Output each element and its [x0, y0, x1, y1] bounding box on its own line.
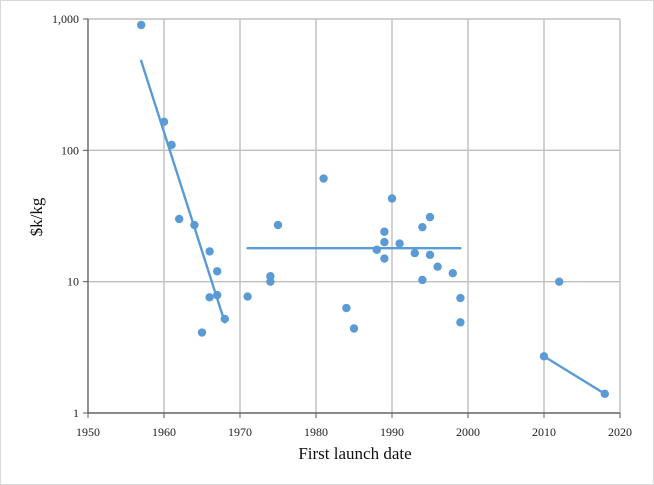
trend-layer	[139, 59, 606, 396]
data-point	[243, 292, 252, 301]
data-point	[273, 220, 283, 230]
data-point	[190, 220, 199, 230]
data-point	[167, 140, 176, 150]
data-point	[213, 290, 222, 300]
x-tick-label: 2000	[456, 425, 480, 439]
data-point	[387, 194, 397, 203]
data-point	[266, 277, 275, 286]
data-point	[213, 267, 222, 276]
grid-layer	[87, 18, 621, 414]
x-tick-label: 1950	[76, 425, 100, 439]
y-axis-title: $k/kg	[27, 197, 46, 236]
data-point	[349, 324, 359, 333]
data-point	[433, 262, 442, 271]
data-point	[380, 254, 389, 263]
data-point	[448, 269, 457, 278]
data-point	[395, 239, 404, 248]
x-tick-label: 1980	[304, 425, 328, 439]
data-point	[175, 214, 184, 224]
x-tick-label: 1970	[228, 425, 252, 439]
data-point	[380, 227, 389, 236]
data-point	[159, 117, 169, 126]
data-point	[418, 222, 427, 232]
data-point	[456, 318, 465, 327]
x-tick-label: 1990	[380, 425, 404, 439]
y-tick-label: 100	[61, 143, 79, 157]
x-tick-label: 2020	[608, 425, 632, 439]
y-tick-label: 1	[73, 406, 79, 420]
data-point	[380, 237, 389, 247]
data-point	[410, 248, 419, 258]
data-point	[205, 247, 214, 256]
trend-line	[139, 59, 227, 324]
y-tick-label: 1,000	[52, 12, 79, 26]
data-point	[319, 174, 328, 183]
x-tick-label: 2010	[532, 425, 556, 439]
data-point	[342, 303, 351, 313]
data-point	[456, 293, 465, 303]
point-layer	[137, 20, 609, 399]
data-point	[425, 212, 435, 222]
x-axis-title: First launch date	[298, 444, 411, 463]
data-point	[205, 293, 214, 302]
trend-line	[542, 355, 606, 396]
data-point	[197, 328, 207, 337]
data-point	[220, 314, 229, 324]
data-point	[539, 352, 549, 361]
data-point	[425, 250, 435, 260]
tick-layer: 1950 1960 1970 1980 1990 2000 2010 2020 1 10 100 1,…	[52, 12, 632, 439]
data-point	[555, 277, 564, 286]
data-point	[600, 389, 609, 399]
data-point	[372, 245, 381, 254]
y-tick-label: 10	[67, 275, 79, 289]
data-point	[418, 275, 427, 285]
x-tick-label: 1960	[152, 425, 176, 439]
data-point	[137, 20, 146, 30]
